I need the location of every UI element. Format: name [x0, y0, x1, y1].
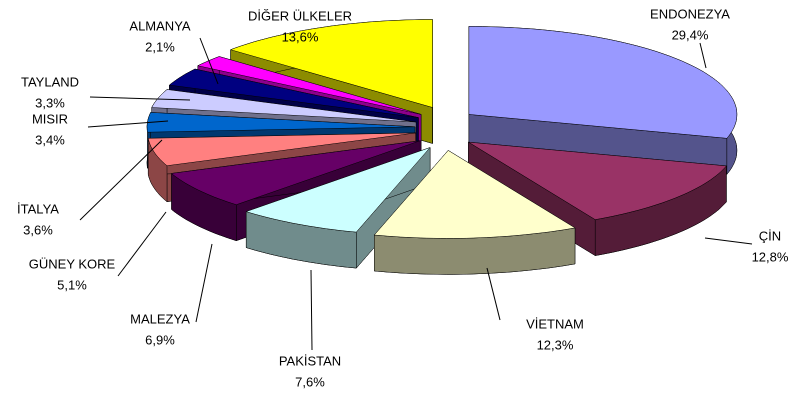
leader-line [699, 42, 707, 69]
slice-group [373, 149, 576, 275]
leader-line [87, 120, 169, 128]
leader-line [89, 96, 191, 101]
slice-group [245, 146, 431, 269]
category-label: MISIR [32, 111, 68, 126]
category-label: ENDONEZYA [650, 6, 730, 21]
slice [197, 56, 422, 115]
leader-line [195, 243, 213, 323]
category-label: VİETNAM [526, 316, 584, 331]
value-label: 2,1% [145, 39, 175, 54]
category-label: MALEZYA [130, 311, 190, 326]
value-label: 29,4% [672, 27, 709, 42]
category-label: PAKİSTAN [279, 353, 341, 368]
value-label: 5,1% [57, 277, 87, 292]
slice-group [468, 26, 738, 176]
slice [151, 89, 417, 123]
slice [468, 26, 738, 139]
value-label: 12,3% [537, 337, 574, 352]
category-label: DİĞER ÜLKELER [248, 8, 352, 23]
value-label: 3,3% [35, 95, 65, 110]
value-label: 3,6% [23, 222, 53, 237]
category-label: TAYLAND [21, 74, 79, 89]
value-label: 7,6% [295, 374, 325, 389]
category-label: İTALYA [17, 201, 59, 216]
value-label: 3,4% [35, 132, 65, 147]
leader-line [310, 269, 313, 351]
leader-line [199, 37, 219, 85]
category-label: GÜNEY KORE [29, 256, 116, 271]
slice [168, 68, 419, 118]
category-label: ÇİN [759, 228, 781, 243]
slice [373, 150, 576, 239]
leader-line [486, 267, 501, 321]
slice [147, 132, 416, 166]
slice [170, 140, 421, 205]
slice [468, 141, 727, 220]
leader-line [79, 139, 163, 221]
slice [245, 146, 431, 233]
leader-line [704, 237, 753, 245]
leader-line [117, 211, 167, 277]
value-label: 13,6% [282, 29, 319, 44]
value-label: 6,9% [145, 332, 175, 347]
slice [229, 19, 433, 108]
value-label: 12,8% [752, 249, 789, 264]
category-label: ALMANYA [129, 18, 190, 33]
